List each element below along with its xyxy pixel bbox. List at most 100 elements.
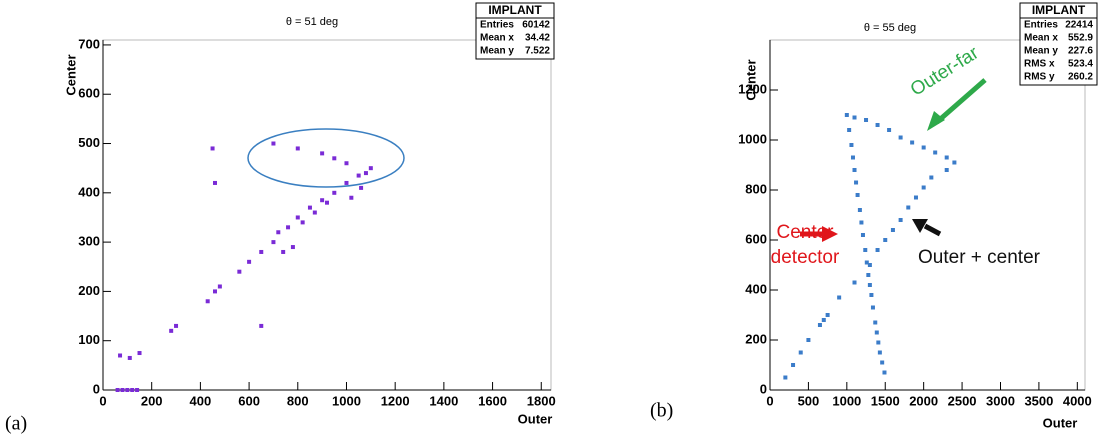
point — [898, 135, 903, 140]
highlight-ellipse — [247, 128, 405, 188]
stats-key: RMS y — [1024, 72, 1055, 83]
point — [798, 350, 803, 355]
point — [213, 289, 217, 294]
point — [363, 171, 368, 176]
x-tick-label: 3500 — [1024, 393, 1053, 408]
point — [127, 355, 132, 360]
x-tick-label: 1800 — [527, 393, 556, 408]
point — [873, 320, 878, 325]
point — [952, 160, 957, 165]
stats-title: IMPLANT — [1032, 3, 1086, 17]
y-tick-label: 100 — [78, 332, 100, 347]
stats-value: 60142 — [522, 20, 550, 31]
arrow-head — [927, 111, 945, 131]
x-tick-label: 800 — [287, 393, 309, 408]
point — [876, 340, 881, 345]
point — [169, 328, 174, 333]
y-axis-label: Center — [63, 54, 78, 95]
chart-title: θ = 51 deg — [286, 16, 338, 28]
stats-key: RMS x — [1024, 59, 1055, 70]
point — [855, 193, 860, 197]
point — [921, 185, 926, 190]
stats-key: Mean x — [480, 33, 514, 44]
point — [860, 233, 865, 237]
point — [863, 248, 868, 252]
point — [247, 259, 252, 264]
stats-value: 7.522 — [525, 46, 550, 57]
point — [864, 260, 869, 265]
y-tick-label: 400 — [78, 184, 100, 199]
annotation: detector — [771, 247, 840, 268]
stats-value: 552.9 — [1068, 33, 1093, 44]
point — [217, 284, 222, 289]
annotation: Center — [776, 222, 834, 243]
stats-key: Mean y — [1024, 46, 1058, 57]
point — [295, 146, 300, 151]
x-tick-label: 200 — [141, 393, 163, 408]
point — [174, 323, 179, 328]
point — [281, 249, 286, 254]
stats-value: 34.42 — [525, 33, 550, 44]
point — [852, 115, 857, 120]
x-tick-label: 2500 — [948, 393, 977, 408]
point — [852, 168, 857, 172]
point — [115, 388, 120, 392]
point — [783, 375, 788, 380]
point — [213, 180, 217, 185]
point — [910, 140, 915, 145]
y-tick-label: 0 — [93, 381, 100, 396]
y-tick-label: 300 — [78, 234, 100, 249]
point — [944, 168, 949, 172]
arrow-head — [822, 226, 838, 242]
x-tick-label: 2000 — [909, 393, 938, 408]
point — [332, 190, 337, 195]
point — [867, 263, 872, 267]
point — [290, 245, 295, 250]
point — [906, 205, 911, 210]
x-tick-label: 1600 — [478, 393, 507, 408]
point — [332, 156, 337, 161]
point — [817, 323, 822, 327]
point — [359, 185, 364, 190]
point — [866, 273, 871, 277]
point — [847, 128, 852, 132]
point — [320, 198, 325, 203]
point — [883, 238, 888, 242]
y-tick-label: 500 — [78, 135, 100, 150]
y-tick-label: 200 — [78, 283, 100, 298]
point — [130, 388, 135, 392]
point — [837, 295, 842, 300]
point — [944, 155, 949, 160]
arrow — [923, 223, 942, 237]
point — [864, 118, 869, 122]
x-axis-label: Outer — [518, 411, 553, 426]
point — [806, 338, 811, 342]
stats-key: Mean x — [1024, 33, 1058, 44]
point — [137, 351, 142, 356]
y-tick-label: 400 — [745, 281, 767, 296]
point — [120, 388, 125, 392]
x-tick-label: 0 — [99, 393, 106, 408]
point — [300, 220, 305, 225]
point — [859, 220, 864, 225]
point — [286, 225, 291, 230]
y-tick-label: 200 — [745, 331, 767, 346]
point — [844, 113, 849, 117]
point — [880, 360, 885, 365]
point — [854, 180, 859, 185]
point — [325, 200, 329, 205]
point — [259, 323, 264, 328]
y-tick-label: 1000 — [738, 131, 767, 146]
x-tick-label: 4000 — [1063, 393, 1092, 408]
point — [356, 173, 361, 178]
point — [210, 146, 215, 151]
panel-label: (b) — [650, 400, 673, 422]
point — [867, 283, 872, 287]
x-axis-label: Outer — [1043, 415, 1078, 430]
stats-key: Entries — [1024, 20, 1058, 31]
y-tick-label: 600 — [78, 86, 100, 101]
point — [295, 215, 300, 220]
point — [349, 195, 354, 200]
point — [874, 330, 879, 335]
